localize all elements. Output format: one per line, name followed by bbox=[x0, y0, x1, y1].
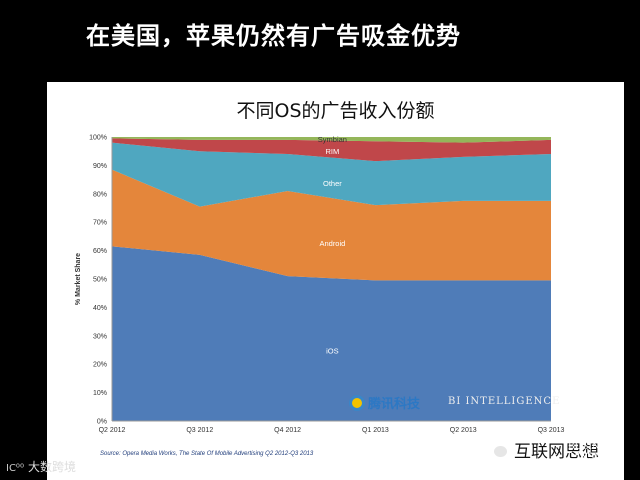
y-tick-label: 70% bbox=[93, 220, 107, 227]
series-label-rim: RIM bbox=[326, 147, 340, 156]
dashujingjing-watermark: ⅠC⁰⁰ 大数跨境 bbox=[6, 458, 76, 475]
dashu-text: 大数跨境 bbox=[27, 460, 76, 474]
series-label-symbian: Symbian bbox=[318, 135, 347, 144]
dashu-logo-icon: ⅠC⁰⁰ bbox=[6, 463, 24, 474]
area-symbian bbox=[112, 137, 551, 143]
chart-slide: 不同OS的广告收入份额 0% 10% 20% 30% 40% 50% 60% 70% 80% 90… bbox=[47, 82, 624, 480]
wechat-watermark: 互联网思想 bbox=[486, 435, 621, 463]
tencent-logo-icon bbox=[349, 394, 365, 411]
y-tick-label: 10% bbox=[93, 390, 107, 397]
x-tick-label: Q2 2013 bbox=[450, 427, 477, 434]
bi-intelligence-watermark: BI INTELLIGENCE bbox=[448, 396, 561, 407]
series-label-other: Other bbox=[323, 179, 342, 188]
y-axis-label: % Market Share bbox=[75, 253, 82, 305]
y-tick-label: 100% bbox=[89, 135, 107, 142]
x-tick-label: Q2 2012 bbox=[99, 427, 126, 434]
series-label-android: Android bbox=[319, 239, 345, 248]
y-tick-label: 50% bbox=[93, 277, 107, 284]
y-tick-label: 30% bbox=[93, 333, 107, 340]
y-tick-label: 60% bbox=[93, 248, 107, 255]
headline: 在美国，苹果仍然有广告吸金优势 bbox=[86, 22, 461, 50]
y-tick-label: 20% bbox=[93, 362, 107, 369]
x-tick-label: Q3 2013 bbox=[538, 427, 565, 434]
x-tick-label: Q1 2013 bbox=[362, 427, 389, 434]
y-tick-label: 0% bbox=[97, 419, 107, 426]
area-ios bbox=[112, 246, 551, 421]
brand-line-1: BUSINESS bbox=[568, 442, 619, 452]
area-rim bbox=[112, 138, 551, 162]
y-tick-label: 90% bbox=[93, 163, 107, 170]
area-android bbox=[112, 169, 551, 281]
wechat-account-name: 互联网思想 bbox=[514, 441, 599, 462]
area-chart: 0% 10% 20% 30% 40% 50% 60% 70% 80% 90% 100% Q2 2012… bbox=[75, 135, 565, 435]
source-note: Source: Opera Media Works, The State Of … bbox=[100, 451, 314, 457]
y-tick-label: 80% bbox=[93, 191, 107, 198]
tencent-watermark: 腾讯科技 bbox=[349, 393, 420, 412]
brand-line-2: INSIDER bbox=[576, 453, 619, 463]
series-label-ios: iOS bbox=[326, 347, 339, 356]
tencent-text: 腾讯科技 bbox=[368, 397, 421, 412]
y-tick-label: 40% bbox=[93, 305, 107, 312]
chart-title: 不同OS的广告收入份额 bbox=[236, 100, 435, 122]
x-tick-label: Q3 2012 bbox=[186, 427, 213, 434]
x-tick-label: Q4 2012 bbox=[274, 427, 301, 434]
business-insider-logo: BUSINESS INSIDER bbox=[568, 442, 619, 464]
area-other bbox=[112, 142, 551, 207]
wechat-icon bbox=[486, 440, 508, 458]
